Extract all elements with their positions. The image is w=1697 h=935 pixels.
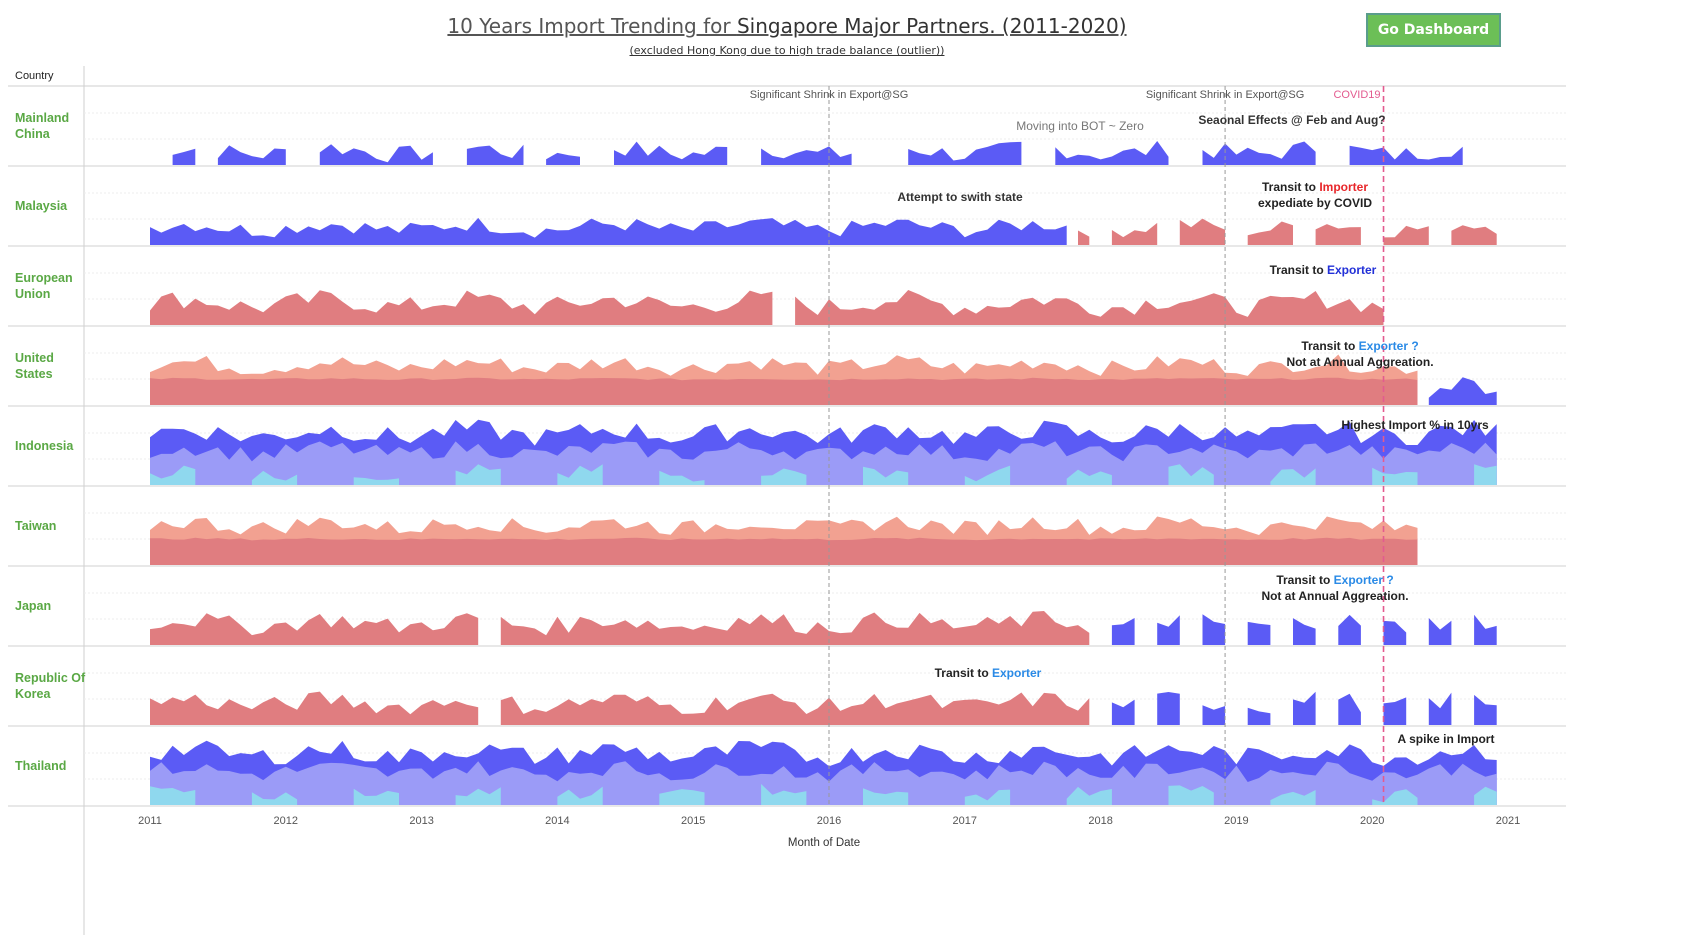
importer-area [150,377,1418,405]
exporter-area [1428,377,1497,405]
reference-line-label: Significant Shrink in Export@SG [1146,89,1305,101]
country-label: Republic Of Korea [15,671,86,701]
x-tick-label: 2018 [1088,815,1112,827]
country-column-header: Country [15,70,54,82]
annotation-part: Exporter ? [1334,573,1394,587]
annotation: A spike in Import [1398,732,1495,746]
annotation-part: Exporter ? [1359,339,1419,353]
annotation-part: Transit to [935,666,992,680]
country-label-line: United [15,351,54,365]
country-row-european-union: European Union [15,271,1475,325]
annotation: Transit to Importer [1262,180,1368,194]
x-tick-label: 2019 [1224,815,1248,827]
x-tick-label: 2012 [274,815,298,827]
reference-line-label: COVID19 [1333,89,1380,101]
annotation-part: Not at Annual Aggreation. [1261,589,1408,603]
importer-area [150,611,1090,645]
x-tick-label: 2015 [681,815,705,827]
annotation-part: Exporter [992,666,1042,680]
country-row-mainland-china: Mainland China [15,111,1497,165]
country-label-line: European [15,271,73,285]
country-label-line: Mainland [15,111,69,125]
country-label-line: Malaysia [15,199,68,213]
country-label-line: Thailand [15,759,66,773]
country-row-united-states: United States [15,351,1497,405]
importer-area [150,537,1418,565]
annotation: Highest Import % in 10yrs [1341,418,1489,432]
country-label-line: China [15,127,51,141]
annotation-part: Importer [1319,180,1368,194]
annotation-part: Transit to [1301,339,1358,353]
x-axis-label: Month of Date [788,837,860,849]
country-row-republic-of-korea: Republic Of Korea [15,671,1497,725]
annotation: Transit to Exporter ? [1276,573,1393,587]
annotation: Attempt to swith state [897,190,1023,204]
annotation: Transit to Exporter [1270,263,1377,277]
country-row-taiwan: Taiwan [15,516,1418,565]
annotation-part: Seaonal Effects @ Feb and Aug? [1198,113,1385,127]
country-label-line: States [15,367,53,381]
x-tick-label: 2020 [1360,815,1384,827]
country-label: Japan [15,599,51,613]
annotation: expediate by COVID [1258,196,1372,210]
country-label: Indonesia [15,439,74,453]
reference-line-label: Significant Shrink in Export@SG [750,89,909,101]
annotation: Not at Annual Aggreation. [1261,589,1408,603]
annotation-part: Transit to [1276,573,1333,587]
exporter-light-area [150,784,1497,805]
country-label: Taiwan [15,519,56,533]
annotation: Not at Annual Aggreation. [1286,355,1433,369]
annotation-part: Not at Annual Aggreation. [1286,355,1433,369]
country-label-line: Union [15,287,50,301]
country-label: Thailand [15,759,66,773]
exporter-light-area [150,464,1497,485]
country-label: Mainland China [15,111,69,141]
country-label-line: Taiwan [15,519,56,533]
go-dashboard-button[interactable]: Go Dashboard [1366,13,1501,47]
annotation-part: expediate by COVID [1258,196,1372,210]
country-label: Malaysia [15,199,68,213]
exporter-area [172,141,1497,165]
country-label-line: Korea [15,687,51,701]
title-prefix: 10 Years Import Trending for [447,14,737,38]
country-label-line: Indonesia [15,439,74,453]
importer-area [1078,218,1497,245]
annotation: Seaonal Effects @ Feb and Aug? [1198,113,1385,127]
country-label-line: Japan [15,599,51,613]
mixed-area [1111,614,1497,645]
annotation: Moving into BOT ~ Zero [1016,119,1144,133]
mixed-area [1111,691,1497,725]
country-row-japan: Japan [15,599,1497,645]
title-highlight: Singapore Major Partners. (2011-2020) [736,14,1127,38]
exporter-area [150,217,1067,245]
country-row-indonesia: Indonesia [15,419,1497,485]
annotation-part: Transit to [1262,180,1319,194]
chart-title: 10 Years Import Trending for Singapore M… [0,14,1574,38]
country-row-malaysia: Malaysia [15,199,1497,245]
annotation-part: Highest Import % in 10yrs [1341,418,1489,432]
annotation: Transit to Exporter [935,666,1042,680]
country-label-line: Republic Of [15,671,86,685]
x-tick-label: 2013 [409,815,433,827]
importer-area [150,691,1090,725]
country-label: European Union [15,271,73,301]
annotation-part: Transit to [1270,263,1327,277]
country-row-thailand: Thailand [15,740,1497,805]
annotation-part: A spike in Import [1398,732,1495,746]
importer-area [150,290,1384,325]
chart-subtitle: (excluded Hong Kong due to high trade ba… [629,44,945,57]
x-tick-label: 2011 [138,815,162,827]
annotation-part: Attempt to swith state [897,190,1023,204]
annotation-part: Moving into BOT ~ Zero [1016,119,1144,133]
x-tick-label: 2017 [953,815,977,827]
x-tick-label: 2016 [817,815,841,827]
country-label: United States [15,351,54,381]
x-tick-label: 2014 [545,815,569,827]
x-tick-label: 2021 [1496,815,1520,827]
annotation-part: Exporter [1327,263,1377,277]
exporter-area [1440,297,1475,325]
annotation: Transit to Exporter ? [1301,339,1418,353]
